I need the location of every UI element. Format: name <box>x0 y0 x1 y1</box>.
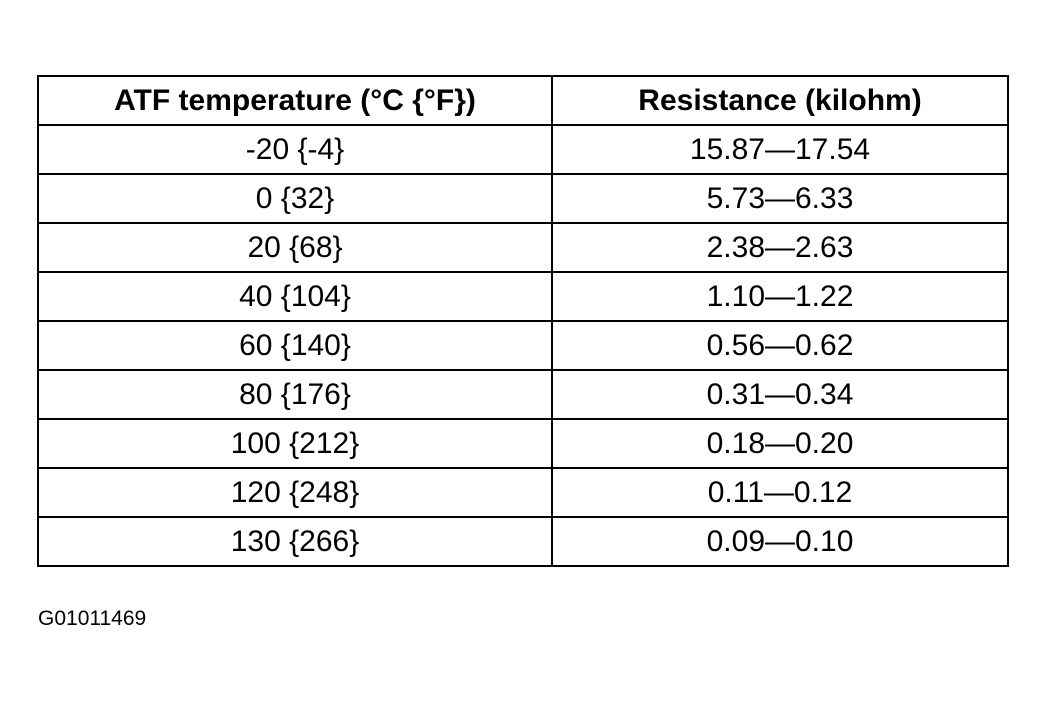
table-cell: 0.31—0.34 <box>551 369 1009 420</box>
table-row: 130 {266} 0.09—0.10 <box>37 516 1009 567</box>
table-cell: 0.56—0.62 <box>551 320 1009 371</box>
table-row: -20 {-4} 15.87—17.54 <box>37 124 1009 175</box>
table-cell: 20 {68} <box>37 222 553 273</box>
table-cell: 0 {32} <box>37 173 553 224</box>
table-row: 0 {32} 5.73—6.33 <box>37 173 1009 224</box>
header-cell: Resistance (kilohm) <box>551 75 1009 126</box>
table-cell: 0.18—0.20 <box>551 418 1009 469</box>
table-cell: 120 {248} <box>37 467 553 518</box>
header-cell: ATF temperature (°C {°F}) <box>37 75 553 126</box>
table-row: 120 {248} 0.11—0.12 <box>37 467 1009 518</box>
table-cell: 60 {140} <box>37 320 553 371</box>
table-cell: 130 {266} <box>37 516 553 567</box>
table-row: 80 {176} 0.31—0.34 <box>37 369 1009 420</box>
header-row: ATF temperature (°C {°F}) Resistance (kil… <box>37 75 1009 126</box>
figure-code: G01011469 <box>38 607 147 630</box>
table-cell: 40 {104} <box>37 271 553 322</box>
table-cell: -20 {-4} <box>37 124 553 175</box>
table-row: 40 {104} 1.10—1.22 <box>37 271 1009 322</box>
table-cell: 2.38—2.63 <box>551 222 1009 273</box>
table-cell: 80 {176} <box>37 369 553 420</box>
table-row: 100 {212} 0.18—0.20 <box>37 418 1009 469</box>
resistance-table: ATF temperature (°C {°F}) Resistance (kil… <box>37 75 1009 567</box>
table-cell: 5.73—6.33 <box>551 173 1009 224</box>
table-cell: 1.10—1.22 <box>551 271 1009 322</box>
table-cell: 100 {212} <box>37 418 553 469</box>
table-cell: 15.87—17.54 <box>551 124 1009 175</box>
table-row: 60 {140} 0.56—0.62 <box>37 320 1009 371</box>
table-row: 20 {68} 2.38—2.63 <box>37 222 1009 273</box>
table-cell: 0.11—0.12 <box>551 467 1009 518</box>
table-cell: 0.09—0.10 <box>551 516 1009 567</box>
